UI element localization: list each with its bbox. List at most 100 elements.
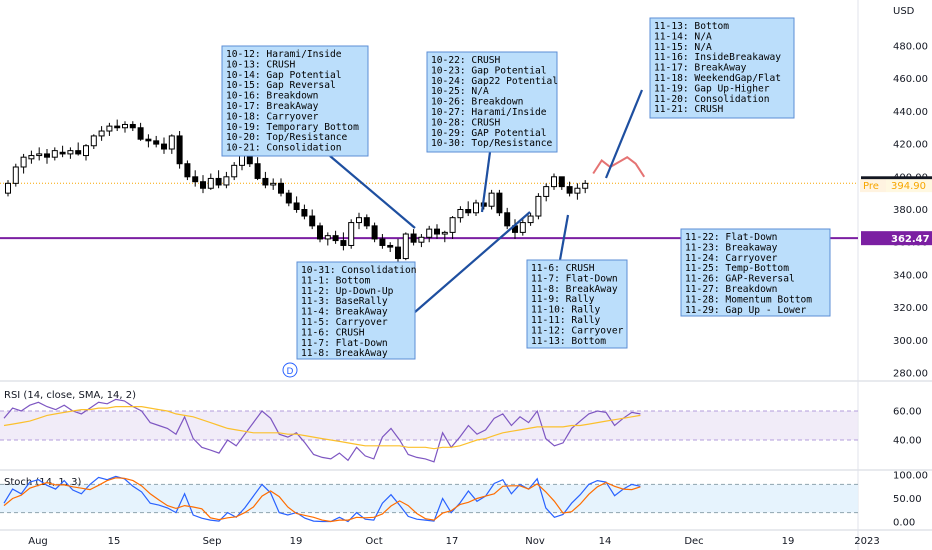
candle-body: [161, 143, 167, 150]
candle-body: [215, 177, 222, 186]
x-tick-label: 14: [599, 536, 612, 547]
stoch-series-line: [3, 475, 641, 523]
annotation-line: 10-23: Gap Potential: [431, 65, 547, 76]
candle-body: [558, 176, 565, 188]
annotation-pointer: [604, 89, 644, 179]
candle-body: [114, 125, 121, 129]
y-tick-label: 300.00: [893, 336, 928, 347]
candle-body: [488, 192, 495, 207]
annotation-line: 10-24: Gap22 Potential: [431, 76, 558, 87]
annotation-line: 11-1: Bottom: [301, 275, 371, 286]
stoch-tick-label: 50.00: [893, 494, 922, 505]
candle-body: [145, 138, 152, 142]
candle-body: [293, 202, 300, 211]
annotation-line: 11-22: Flat-Down: [685, 232, 777, 243]
annotation-line: 11-14: N/A: [654, 31, 712, 42]
candle-body: [582, 182, 589, 189]
stoch-band: [0, 484, 858, 513]
y-tick-label: 340.00: [893, 270, 928, 281]
stoch-tick-label: 100.00: [893, 471, 928, 482]
annotation-line: 11-7: Flat-Down: [301, 338, 388, 349]
annotation-pointer: [329, 155, 416, 229]
annotation-box: [526, 259, 628, 349]
annotation-line: 11-2: Up-Down-Up: [301, 286, 394, 297]
candle-body: [207, 177, 214, 189]
candle-body: [402, 233, 409, 260]
x-tick-label: Dec: [684, 536, 703, 547]
annotation-line: 10-17: BreakAway: [226, 101, 319, 112]
pre-tag-bg: [860, 179, 886, 193]
annotation-line: 10-27: Harami/Inside: [431, 107, 547, 118]
candle-body: [551, 176, 557, 188]
annotation-line: 11-11: Rally: [531, 315, 601, 326]
annotation-line: 11-16: InsideBreakaway: [654, 52, 781, 63]
candle-body: [168, 135, 175, 150]
candle-body: [465, 209, 472, 214]
candle-body: [543, 186, 550, 197]
candle-body: [246, 155, 253, 165]
annotation-line: 11-29: Gap Up - Lower: [685, 305, 807, 316]
rsi-tick-label: 60.00: [893, 407, 922, 418]
x-tick-label: 2023: [854, 536, 879, 547]
annotation-line: 11-8: BreakAway: [301, 348, 388, 359]
annotation-line: 11-20: Consolidation: [654, 94, 770, 105]
y-tick-label: 480.00: [893, 42, 928, 53]
y-tick-label: 420.00: [893, 140, 928, 151]
annotation-line: 11-4: BreakAway: [301, 307, 388, 318]
annotation-line: 11-17: BreakAway: [654, 63, 747, 74]
annotation-line: 11-18: WeekendGap/Flat: [654, 73, 781, 84]
y-tick-label: 320.00: [893, 303, 928, 314]
annotation-line: 10-26: Breakdown: [431, 97, 523, 108]
annotation-pointer: [414, 211, 531, 313]
annotation-line: 10-13: CRUSH: [226, 59, 296, 70]
x-tick-label: 19: [782, 536, 795, 547]
candle-body: [340, 240, 347, 246]
candle-body: [270, 182, 277, 186]
candle-body: [12, 166, 19, 184]
candle-body: [285, 192, 292, 204]
annotation-line: 11-23: Breakaway: [685, 242, 778, 253]
candle-body: [129, 123, 136, 129]
candle-body: [106, 125, 113, 132]
annotation-box: [296, 261, 416, 360]
annotation-line: 11-7: Flat-Down: [531, 273, 618, 284]
candle-body: [223, 176, 230, 186]
pre-market-label: Pre 394.90: [860, 179, 932, 193]
candle-body: [441, 231, 448, 235]
annotation-line: 11-10: Rally: [531, 305, 601, 316]
rsi-band: [0, 411, 858, 440]
annotation-line: 10-18: Carryover: [226, 111, 319, 122]
pre-price-text: 394.90: [891, 181, 926, 192]
annotation-line: 10-15: Gap Reversal: [226, 80, 336, 91]
pre-price-bg: [886, 179, 932, 193]
annotation-pointer: [558, 214, 570, 261]
candle-body: [83, 145, 89, 157]
y-tick-label: 460.00: [893, 74, 928, 85]
annotation-line: 11-13: Bottom: [531, 336, 606, 347]
annotation-line: 11-9: Rally: [531, 294, 595, 305]
annotation-line: 11-25: Temp-Bottom: [685, 263, 789, 274]
candle-body: [566, 186, 573, 194]
y-tick-label: 280.00: [893, 369, 928, 380]
annotation-line: 10-30: Top/Resistance: [431, 138, 553, 149]
candle-body: [473, 202, 479, 214]
rsi-series-line: [3, 406, 641, 450]
candle-body: [348, 222, 355, 246]
annotation-line: 10-28: CRUSH: [431, 117, 501, 128]
pre-tag-text: Pre: [863, 181, 879, 192]
candle-body: [59, 151, 66, 155]
annotation-line: 10-29: GAP Potential: [431, 128, 547, 139]
candle-body: [254, 163, 261, 179]
candle-body: [122, 123, 128, 129]
annotation-box: [649, 17, 795, 119]
annotation-line: 11-12: Carryover: [531, 325, 624, 336]
dividend-marker-icon[interactable]: [282, 362, 298, 378]
